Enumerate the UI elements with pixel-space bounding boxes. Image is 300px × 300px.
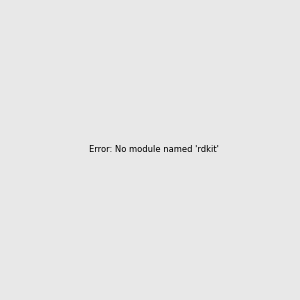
Text: Error: No module named 'rdkit': Error: No module named 'rdkit' <box>89 145 219 154</box>
